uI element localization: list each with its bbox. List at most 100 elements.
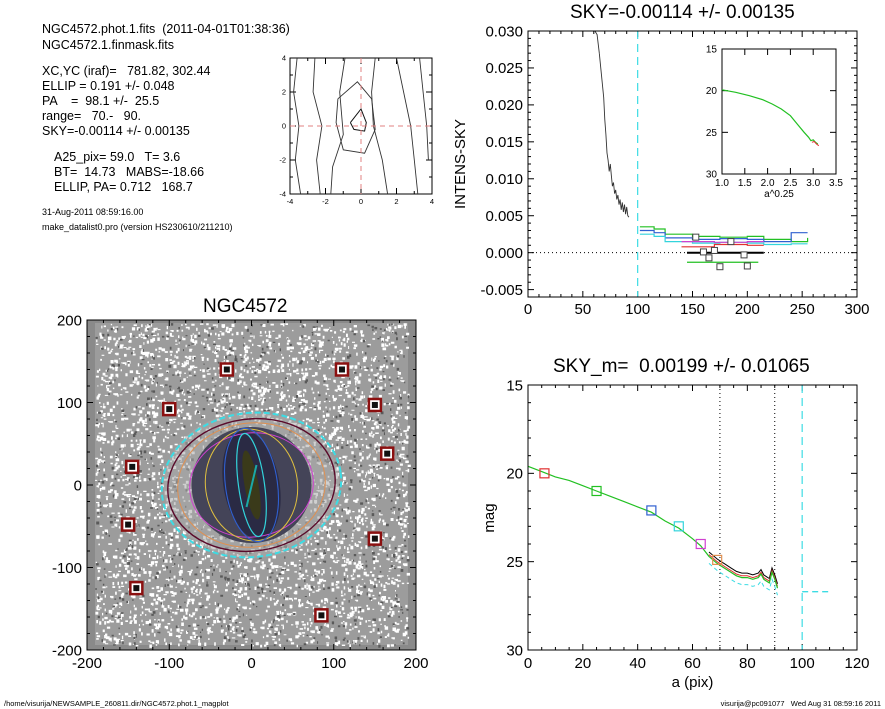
contour-line [330, 57, 346, 195]
fit-param-range: range= 70.- 90. [42, 109, 142, 123]
star-core [338, 366, 345, 373]
isophote-ellipse [160, 411, 343, 559]
star-core [318, 612, 325, 619]
sky-y-tick-label: 0.010 [485, 171, 523, 188]
sky-x-tick-label: 0 [524, 301, 532, 318]
image-x-tick-label: -100 [154, 655, 184, 672]
image-x-tick-label: 0 [247, 655, 255, 672]
fit-param-ellip: ELLIP = 0.191 +/- 0.048 [42, 79, 175, 93]
mag-ylabel: mag [481, 503, 498, 532]
image-y-tick-label: 0 [74, 477, 82, 494]
sky-y-tick-label: 0.020 [485, 97, 523, 114]
mag-x-tick-label: 0 [524, 655, 532, 672]
isophote-ellipse [177, 422, 326, 548]
inset-x-tick-label: 1.5 [738, 178, 752, 189]
inset-x-tick-label: 2.0 [761, 178, 775, 189]
contour-x-tick-label: 0 [359, 197, 363, 206]
inset-y-tick-label: 25 [706, 128, 718, 139]
mag-plot-title: SKY_m= 0.00199 +/- 0.01065 [553, 356, 810, 377]
contour-x-tick-label: 4 [430, 197, 434, 206]
star-core [371, 401, 378, 408]
mag-x-tick-label: 120 [844, 655, 869, 672]
inset-x-tick-label: 1.0 [715, 178, 729, 189]
result-a25: A25_pix= 59.0 T= 3.6 [54, 150, 181, 164]
result-bt: BT= 14.73 MABS=-18.66 [54, 165, 205, 179]
contour-x-tick-label: -4 [287, 197, 294, 206]
sky-y-tick-label: 0.000 [485, 245, 523, 262]
sky-y-tick-label: 0.015 [485, 134, 523, 151]
star-core [371, 535, 378, 542]
contour-core [349, 107, 367, 132]
sky-ylabel: INTENS-SKY [452, 119, 469, 209]
mag-aperture-square [695, 538, 706, 550]
mag-aperture-square [673, 521, 684, 532]
contour-line [419, 57, 429, 161]
sky-data-square [740, 251, 748, 259]
image-y-tick-label: 100 [57, 395, 82, 412]
sky-data-square [705, 254, 713, 262]
image-plot-title: NGC4572 [203, 296, 288, 317]
contour-closed [335, 81, 376, 154]
result-ellip-pa: ELLIP, PA= 0.712 168.7 [54, 180, 193, 194]
contour-x-tick-label: -2 [322, 197, 329, 206]
image-y-tick-label: -100 [52, 560, 82, 577]
contour-y-tick-label: 4 [282, 54, 286, 63]
isophote-ellipse [204, 428, 299, 542]
galaxy-image [87, 320, 416, 650]
mag-aperture-square [646, 505, 657, 516]
sky-data-square [727, 238, 735, 246]
fit-param-sky: SKY=-0.00114 +/- 0.00135 [42, 124, 190, 138]
mag-aperture-square [539, 468, 550, 479]
contour-y-tick-label: 0 [282, 122, 286, 131]
mag-curve-dashed [708, 563, 778, 596]
mag-curve-black [708, 551, 778, 584]
sky-frame [527, 30, 858, 298]
footer-user: visurija@pc091077 Wed Aug 31 08:59:16 20… [720, 699, 881, 708]
star-core [384, 450, 391, 457]
sky-y-tick-label: 0.030 [485, 23, 523, 40]
inset-x-tick-label: 3.5 [829, 178, 843, 189]
contour-line [293, 57, 302, 195]
inset-y-tick-label: 30 [706, 170, 718, 181]
sky-profile-line [598, 53, 630, 218]
star-core [133, 585, 140, 592]
inset-x-tick-label: 2.5 [783, 178, 797, 189]
sky-data-square [716, 263, 724, 271]
image-x-tick-label: -200 [72, 655, 102, 672]
sky-data-square [710, 246, 718, 254]
mag-xlabel: a (pix) [672, 674, 714, 691]
sky-x-tick-label: 300 [844, 301, 869, 318]
sky-data-square [699, 248, 707, 256]
sky-data-square [692, 233, 700, 241]
mag-y-tick-label: 15 [506, 377, 523, 394]
sky-step-series [639, 229, 808, 243]
isophote-ellipse [167, 417, 336, 553]
inset-frame [721, 48, 837, 175]
fit-param-xcyc: XC,YC (iraf)= 781.82, 302.44 [42, 64, 211, 78]
sky-x-tick-label: 250 [790, 301, 815, 318]
mag-y-tick-label: 25 [506, 554, 523, 571]
program-version: make_datalist0.pro (version HS230610/211… [42, 222, 233, 232]
fit-param-pa: PA = 98.1 +/- 25.5 [42, 94, 160, 108]
mag-x-tick-label: 100 [790, 655, 815, 672]
contour-y-tick-label: -2 [279, 156, 286, 165]
mag-y-tick-label: 20 [506, 466, 523, 483]
inset-xlabel: a^0.25 [764, 189, 794, 200]
fits-filename: NGC4572.phot.1.fits (2011-04-01T01:38:36… [42, 22, 290, 36]
mag-x-tick-label: 20 [574, 655, 591, 672]
sky-x-tick-label: 100 [625, 301, 650, 318]
mag-curve [527, 465, 779, 589]
sky-y-tick-label: -0.005 [480, 282, 523, 299]
inset-y-tick-label: 15 [706, 45, 718, 56]
inset-curve-red [811, 140, 820, 147]
star-core [223, 366, 230, 373]
isophote-mid [224, 427, 279, 543]
image-x-tick-label: 100 [321, 655, 346, 672]
star-core [125, 521, 132, 528]
image-y-tick-label: 200 [57, 312, 82, 329]
inset-curve [721, 89, 819, 145]
sky-x-tick-label: 50 [574, 301, 591, 318]
sky-step-series [681, 241, 764, 243]
image-y-tick-label: -200 [52, 642, 82, 659]
